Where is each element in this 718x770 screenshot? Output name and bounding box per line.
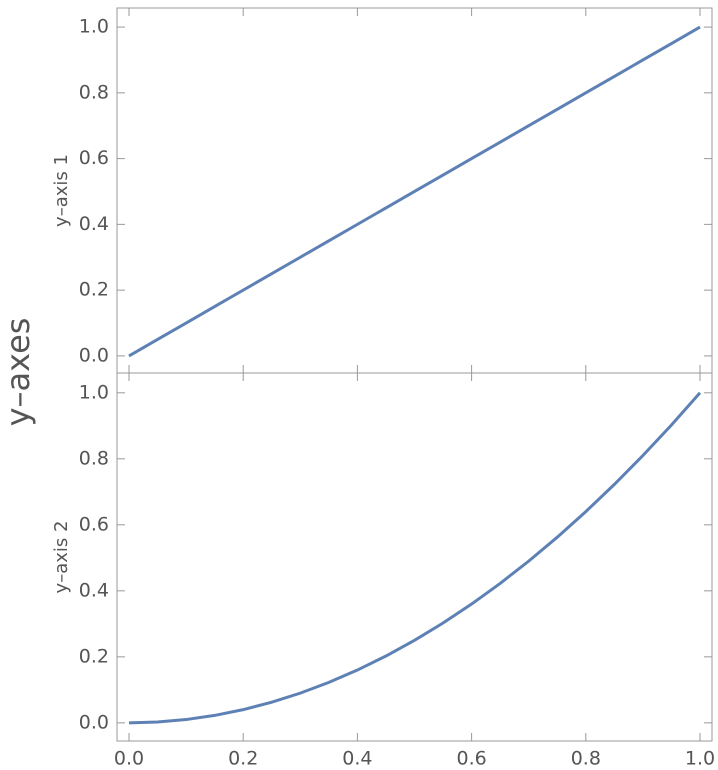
y-axis-label: y–axis 1 bbox=[51, 154, 72, 227]
y-tick-label: 0.0 bbox=[79, 711, 109, 733]
x-tick-label: 1.0 bbox=[685, 748, 715, 770]
y-tick-label: 0.4 bbox=[79, 579, 109, 601]
x-tick-label: 0.4 bbox=[342, 748, 372, 770]
y-tick-label: 0.6 bbox=[79, 513, 109, 535]
x-tick-label: 0.0 bbox=[114, 748, 144, 770]
y-tick-label: 0.2 bbox=[79, 645, 109, 667]
y-tick-label: 1.0 bbox=[79, 381, 109, 403]
y-tick-label: 1.0 bbox=[79, 16, 109, 38]
x-tick-label: 0.6 bbox=[456, 748, 486, 770]
y-axis-label: y–axis 2 bbox=[51, 521, 72, 594]
y-tick-label: 0.8 bbox=[79, 81, 109, 103]
x-tick-label: 0.8 bbox=[571, 748, 601, 770]
y-tick-label: 0.2 bbox=[79, 279, 109, 301]
line bbox=[128, 25, 701, 358]
x-tick-label: 0.2 bbox=[228, 748, 258, 770]
plot-frame bbox=[116, 372, 713, 742]
y-tick-label: 0.0 bbox=[79, 344, 109, 366]
shared-y-label: y–axes bbox=[0, 318, 37, 427]
y-tick-label: 0.4 bbox=[79, 213, 109, 235]
y-tick-label: 0.8 bbox=[79, 447, 109, 469]
y-tick-label: 0.6 bbox=[79, 147, 109, 169]
line bbox=[128, 391, 702, 725]
